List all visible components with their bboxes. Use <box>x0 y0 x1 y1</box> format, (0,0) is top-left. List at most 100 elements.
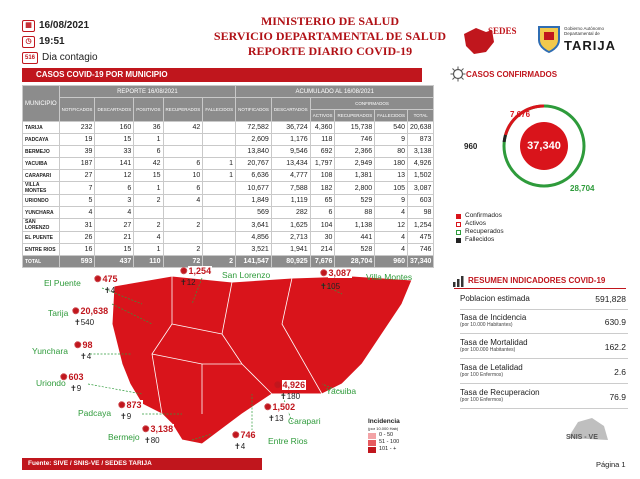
municipio-name: TARIJA <box>22 121 60 134</box>
table-row: PADCAYA 19 15 1 2,609 1,176 118 746 9 873 <box>22 133 435 146</box>
map-label-yacuiba: Yacuiba <box>326 386 357 396</box>
table-row: CARAPARI 27 12 15 10 1 6,636 4,777 108 1,381 13 1,5… <box>22 169 435 182</box>
cell-acumulado-2: 118 <box>309 133 336 146</box>
cell-acumulado-3: 2,366 <box>334 145 376 158</box>
cell-reporte-0: 4 <box>58 206 96 219</box>
cell-acumulado-5: 37,340 <box>406 255 435 268</box>
cell-reporte-1: 15 <box>94 243 135 256</box>
cell-acumulado-3: 2,800 <box>334 181 376 195</box>
cell-acumulado-4: 180 <box>374 157 408 170</box>
cell-reporte-2: 6 <box>133 145 164 158</box>
report-date: 16/08/2021 <box>39 20 90 31</box>
map-cases-bermejo: ✺3,138 <box>142 424 175 434</box>
cell-acumulado-5: 603 <box>406 194 435 207</box>
hdr-r-2: POSITIVOS <box>133 97 164 122</box>
cell-acumulado-1: 1,176 <box>270 133 311 146</box>
title-line-3: REPORTE DIARIO COVID-19 <box>247 44 413 58</box>
cell-reporte-1: 15 <box>94 133 135 146</box>
indicators-section-title: RESUMEN INDICADORES COVID-19 <box>468 276 606 285</box>
indicator-mortalidad: Tasa de Mortalidad (por 100.000 Habitant… <box>460 336 628 359</box>
incidence-swatch-low <box>368 432 376 439</box>
map-label-uriondo: Uriondo <box>36 378 66 388</box>
cell-acumulado-1: 9,546 <box>270 145 311 158</box>
cell-acumulado-0: 1,849 <box>235 194 272 207</box>
cell-reporte-4: 2 <box>202 255 237 268</box>
legend-confirmados-swatch <box>456 213 461 219</box>
cell-reporte-4 <box>202 218 237 232</box>
cell-acumulado-5: 3,087 <box>406 181 435 195</box>
cell-reporte-2: 2 <box>133 194 164 207</box>
incidence-swatch-mid <box>368 439 376 446</box>
indicator-poblacion: Poblacion estimada 591,828 <box>460 292 628 310</box>
cell-reporte-3: 2 <box>162 243 204 256</box>
hdr-a-5: TOTAL <box>406 109 435 122</box>
map-label-san-lorenzo: San Lorenzo <box>222 270 271 280</box>
tarija-logo-caption: Gobierno Autónomo Departamental de <box>564 26 605 36</box>
cell-acumulado-3: 441 <box>334 231 376 244</box>
cell-reporte-3 <box>162 206 204 219</box>
cell-reporte-0: 39 <box>58 145 96 158</box>
cell-acumulado-1: 80,925 <box>270 255 311 268</box>
legend-recuperados-swatch <box>456 229 461 235</box>
cell-acumulado-0: 4,856 <box>235 231 272 244</box>
cell-acumulado-5: 1,254 <box>406 218 435 232</box>
cell-acumulado-2: 7,676 <box>309 255 336 268</box>
cell-reporte-2: 2 <box>133 218 164 232</box>
cell-reporte-0: 7 <box>58 181 96 195</box>
map-municipal-borders <box>151 276 323 415</box>
cell-acumulado-4: 540 <box>374 121 408 134</box>
map-deaths-yunchara: ✝4 <box>80 352 92 361</box>
cell-reporte-4 <box>202 206 237 219</box>
tarija-logo: Gobierno Autónomo Departamental de TARIJ… <box>536 22 626 58</box>
cell-acumulado-4: 105 <box>374 181 408 195</box>
legend-fallecidos: Fallecidos <box>465 236 495 243</box>
cell-acumulado-1: 1,625 <box>270 218 311 232</box>
cell-acumulado-0: 20,767 <box>235 157 272 170</box>
indicator-incidencia: Tasa de Incidencia (por 10.000 Habitante… <box>460 311 628 334</box>
cell-reporte-1: 437 <box>94 255 135 268</box>
cell-acumulado-4: 80 <box>374 145 408 158</box>
cell-reporte-3: 2 <box>162 218 204 232</box>
cell-acumulado-2: 692 <box>309 145 336 158</box>
hdr-r-4: FALLECIDOS <box>202 97 237 122</box>
incidence-legend-subtitle: (por 10.000 Hab) <box>368 426 399 431</box>
table-row: VILLA MONTES 7 6 1 6 10,677 7,588 182 2,800 105 3,… <box>22 181 435 195</box>
cell-acumulado-3: 528 <box>334 243 376 256</box>
map-cases-yacuiba: ✺4,926 <box>274 380 307 390</box>
map-label-bermejo: Bermejo <box>108 432 140 442</box>
table-row: URIONDO 5 3 2 4 1,849 1,119 65 529 9 603 <box>22 194 435 207</box>
cell-acumulado-0: 3,641 <box>235 218 272 232</box>
incidence-legend: Incidencia (por 10.000 Hab) 0 - 50 51 - … <box>368 418 400 453</box>
cell-reporte-3: 42 <box>162 121 204 134</box>
legend-recuperados: Recuperados <box>465 228 504 235</box>
map-label-padcaya: Padcaya <box>78 408 112 418</box>
municipio-name: YACUIBA <box>22 157 60 170</box>
legend-confirmados: Confirmados <box>465 212 502 219</box>
group-acumulado: ACUMULADO AL 16/08/2021 <box>235 85 435 98</box>
title-line-1: MINISTERIO DE SALUD <box>260 14 400 28</box>
map-department-shape <box>111 275 413 445</box>
map-deaths-uriondo: ✝9 <box>70 384 82 393</box>
cell-acumulado-4: 4 <box>374 231 408 244</box>
cell-acumulado-3: 2,949 <box>334 157 376 170</box>
incidence-legend-title: Incidencia <box>368 418 400 425</box>
page-number: Página 1 <box>596 460 626 469</box>
cell-acumulado-0: 3,521 <box>235 243 272 256</box>
cell-reporte-0: 19 <box>58 133 96 146</box>
municipio-name: ENTRE RIOS <box>22 243 60 256</box>
indicator-recuperacion-value: 76.9 <box>609 392 626 402</box>
cell-acumulado-1: 7,588 <box>270 181 311 195</box>
incidence-range-mid: 51 - 100 <box>379 439 400 445</box>
table-row: SAN LORENZO 31 27 2 2 3,641 1,625 104 1,138 12 1,2… <box>22 218 435 232</box>
donut-fallecidos-arc <box>502 134 507 143</box>
cell-acumulado-2: 108 <box>309 169 336 182</box>
cell-acumulado-5: 873 <box>406 133 435 146</box>
cell-acumulado-0: 569 <box>235 206 272 219</box>
cell-reporte-2: 15 <box>133 169 164 182</box>
map-deaths-yacuiba: ✝180 <box>280 392 301 401</box>
cell-reporte-4 <box>202 194 237 207</box>
indicator-letalidad: Tasa de Letalidad (por 100 Enfermos) 2.6 <box>460 361 628 384</box>
cell-acumulado-1: 2,713 <box>270 231 311 244</box>
donut-fallecidos-value: 960 <box>464 142 478 151</box>
cell-acumulado-2: 214 <box>309 243 336 256</box>
